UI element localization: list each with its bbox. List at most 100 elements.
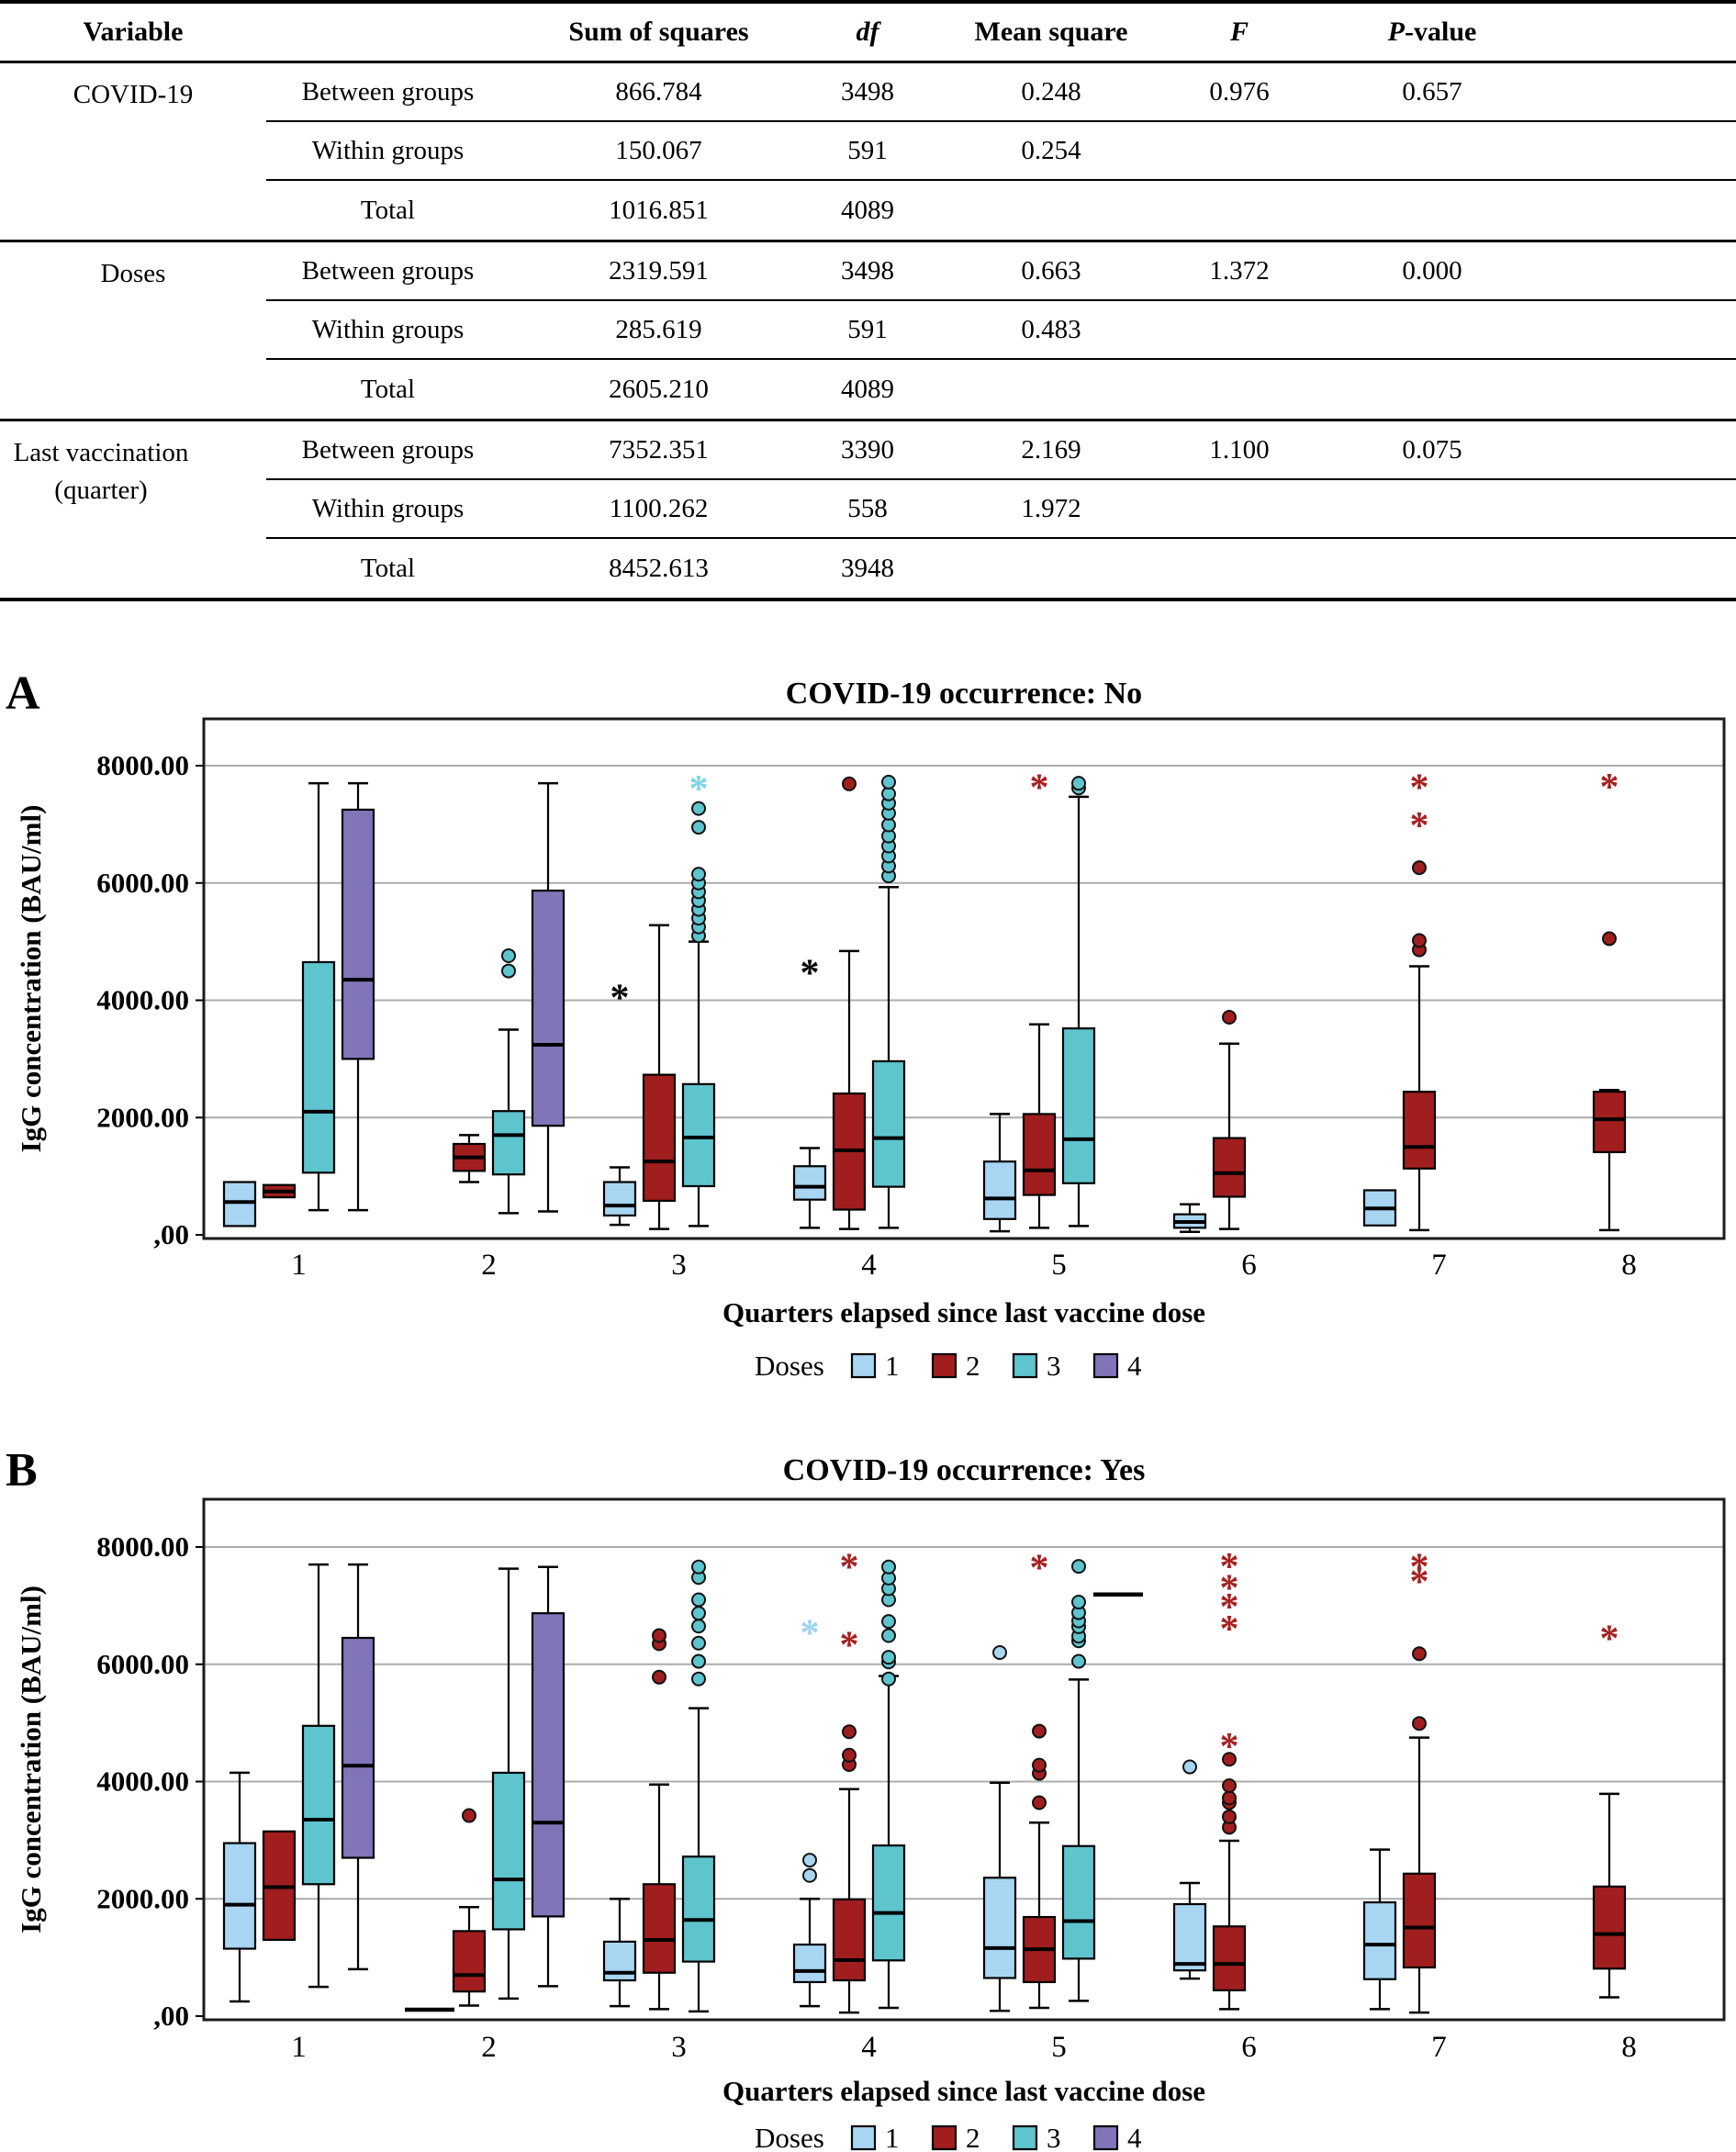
box-q4-dose1: * xyxy=(792,952,827,1229)
x-tick-label: 2 xyxy=(481,1249,497,1282)
y-tick-label: ,00 xyxy=(153,1218,189,1250)
value-cell: 591 xyxy=(808,122,927,181)
box-q8-dose2: * xyxy=(1592,1619,1627,1999)
value-cell xyxy=(1304,480,1561,539)
panel-b-letter: B xyxy=(6,1444,38,1496)
outlier-point xyxy=(691,867,706,882)
x-tick-label: 3 xyxy=(671,2031,687,2064)
value-cell: 4089 xyxy=(841,374,894,404)
box-q4-dose1: * xyxy=(792,1612,827,2008)
value-cell: 4089 xyxy=(841,195,894,225)
legend-swatch-dose-3 xyxy=(1012,1352,1038,1379)
box-body xyxy=(792,1165,827,1201)
box-q6-dose1 xyxy=(1172,1203,1207,1234)
outlier-point xyxy=(652,1628,666,1643)
box-body xyxy=(1022,1113,1057,1196)
chart-title: COVID-19 occurrence: No xyxy=(786,677,1142,711)
extreme-point: * xyxy=(610,977,630,1019)
legend-label: 2 xyxy=(966,2122,980,2152)
outlier-point xyxy=(1412,1646,1427,1662)
legend-swatch-dose-4 xyxy=(1092,1352,1119,1379)
outlier-point xyxy=(881,774,896,790)
box-q5-dose3 xyxy=(1061,1559,1096,2002)
plot-frame xyxy=(202,717,1726,1240)
box-body xyxy=(341,1636,375,1859)
legend-title: Doses xyxy=(755,1350,824,1382)
value-cell: 558 xyxy=(808,480,927,539)
extreme-point: * xyxy=(1410,768,1429,810)
outlier-point xyxy=(1071,1559,1086,1575)
value-cell xyxy=(1561,122,1736,181)
outlier-point xyxy=(881,1671,896,1687)
y-axis-title: IgG concentration (BAU/ml) xyxy=(15,805,47,1153)
chart-title: COVID-19 occurrence: Yes xyxy=(783,1453,1146,1487)
outlier-point xyxy=(1412,933,1427,948)
legend-title: Doses xyxy=(755,2122,824,2152)
box-q1-dose4 xyxy=(341,1563,375,1971)
outlier-point xyxy=(881,1650,896,1665)
box-body xyxy=(1402,1091,1437,1170)
value-cell: 3498 xyxy=(808,242,927,301)
value-cell xyxy=(1175,122,1304,181)
box-q2-dose4 xyxy=(531,1565,566,1988)
legend-swatch-dose-1 xyxy=(850,1352,877,1379)
box-q2-dose2 xyxy=(452,1808,487,2007)
outlier-point xyxy=(691,1671,706,1687)
outlier-point xyxy=(881,1614,896,1630)
outlier-point xyxy=(691,1606,706,1621)
value-cell xyxy=(1304,301,1561,360)
outlier-point xyxy=(1071,1653,1086,1669)
value-cell xyxy=(1561,421,1736,480)
box-q2-dose3 xyxy=(491,1567,526,2001)
value-cell: 3390 xyxy=(808,421,927,480)
box-q6-dose1 xyxy=(1172,1759,1207,1980)
box-q1-dose4 xyxy=(341,781,375,1212)
box-body xyxy=(642,1883,677,1974)
box-body xyxy=(681,1855,716,1963)
value-cell: 1.972 xyxy=(927,480,1175,539)
box-body xyxy=(1592,1885,1627,1970)
value-cell: 150.067 xyxy=(510,122,808,181)
value-cell: 8452.613 xyxy=(609,553,709,583)
row-label-cell: Within groups xyxy=(266,480,510,539)
value-cell: 285.619 xyxy=(510,301,808,360)
box-body xyxy=(602,1181,637,1217)
outlier-point xyxy=(1222,1790,1237,1806)
box-q7-dose1 xyxy=(1362,1848,1397,2011)
box-body xyxy=(982,1877,1017,1979)
box-body xyxy=(1362,1900,1397,1980)
box-body xyxy=(1061,1844,1096,1960)
outlier-point xyxy=(1412,860,1427,876)
value-cell: 0.657 xyxy=(1304,63,1561,122)
box-q2-dose4 xyxy=(531,781,566,1213)
table-group: COVID-19 Between groups 866.784 3498 0.248 0.… xyxy=(0,63,1736,240)
outlier-point xyxy=(1222,1809,1237,1824)
variable-cell: COVID-19 xyxy=(73,80,194,109)
value-cell: 2319.591 xyxy=(510,242,808,301)
value-cell xyxy=(1304,122,1561,181)
x-tick-label: 4 xyxy=(861,1249,877,1282)
extreme-point: * xyxy=(1600,1619,1619,1661)
value-cell: 3498 xyxy=(808,63,927,122)
extreme-point: * xyxy=(1220,1586,1239,1629)
value-cell: 0.483 xyxy=(927,301,1175,360)
variable-cell: Doses xyxy=(100,259,166,288)
box-q3-dose3 xyxy=(681,1559,716,2013)
x-axis-title: Quarters elapsed since last vaccine dose xyxy=(722,1296,1205,1328)
value-cell: 1100.262 xyxy=(510,480,808,539)
box-q3-dose1 xyxy=(602,1898,637,2008)
outlier-point xyxy=(691,820,706,835)
box-q3-dose1: * xyxy=(602,977,637,1227)
x-tick-label: 5 xyxy=(1051,1249,1067,1282)
extreme-point: * xyxy=(801,1612,820,1654)
extreme-point: * xyxy=(1220,1608,1239,1651)
extreme-point: * xyxy=(1410,1562,1429,1604)
extreme-point: * xyxy=(801,952,820,994)
box-q7-dose2: ** xyxy=(1402,1547,1437,2014)
row-label-cell: Total xyxy=(360,553,416,583)
outlier-point xyxy=(1602,931,1617,947)
box-body xyxy=(341,808,375,1060)
table-header-cell: Mean square xyxy=(974,17,1128,47)
box-q5-dose3 xyxy=(1061,776,1096,1227)
legend: Doses 1 2 3 4 xyxy=(755,2122,1142,2152)
